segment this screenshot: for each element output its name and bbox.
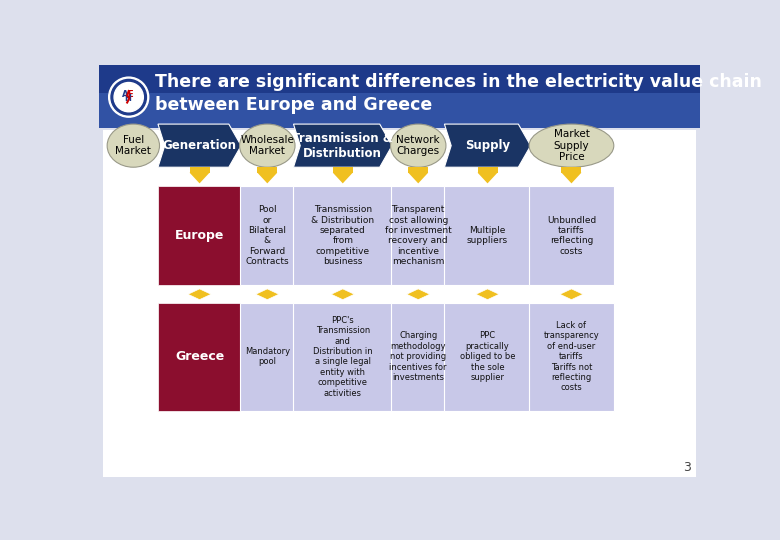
Polygon shape — [562, 173, 581, 184]
FancyBboxPatch shape — [391, 186, 446, 285]
Polygon shape — [445, 124, 530, 167]
FancyBboxPatch shape — [257, 167, 278, 173]
Text: PPC's
Transmission
and
Distribution in
a single legal
entity with
competitive
ac: PPC's Transmission and Distribution in a… — [313, 316, 373, 397]
Polygon shape — [293, 124, 392, 167]
Polygon shape — [560, 289, 583, 300]
Circle shape — [111, 79, 147, 115]
FancyBboxPatch shape — [445, 186, 530, 285]
FancyBboxPatch shape — [391, 303, 446, 410]
Text: There are significant differences in the electricity value chain: There are significant differences in the… — [155, 73, 762, 91]
FancyBboxPatch shape — [99, 65, 700, 128]
FancyBboxPatch shape — [445, 303, 530, 410]
FancyBboxPatch shape — [158, 186, 241, 285]
Polygon shape — [476, 289, 499, 300]
Text: Unbundled
tariffs
reflecting
costs: Unbundled tariffs reflecting costs — [547, 215, 596, 256]
Circle shape — [114, 83, 144, 112]
FancyBboxPatch shape — [158, 303, 241, 410]
FancyBboxPatch shape — [529, 303, 614, 410]
Text: Pool
or
Bilateral
&
Forward
Contracts: Pool or Bilateral & Forward Contracts — [246, 205, 289, 266]
Text: Transmission &
Distribution: Transmission & Distribution — [292, 132, 393, 160]
Ellipse shape — [239, 124, 295, 167]
FancyBboxPatch shape — [408, 167, 428, 173]
Polygon shape — [408, 173, 428, 184]
Text: Multiple
suppliers: Multiple suppliers — [467, 226, 508, 246]
Polygon shape — [257, 173, 278, 184]
Text: PPC
practically
obliged to be
the sole
supplier: PPC practically obliged to be the sole s… — [459, 332, 516, 382]
Polygon shape — [158, 124, 241, 167]
Text: Wholesale
Market: Wholesale Market — [240, 135, 294, 157]
Ellipse shape — [107, 124, 159, 167]
FancyBboxPatch shape — [99, 93, 700, 128]
FancyBboxPatch shape — [239, 303, 295, 410]
Polygon shape — [332, 289, 354, 300]
Text: Market
Supply
Price: Market Supply Price — [554, 129, 590, 162]
Polygon shape — [188, 289, 211, 300]
FancyBboxPatch shape — [293, 186, 392, 285]
FancyBboxPatch shape — [562, 167, 581, 173]
FancyBboxPatch shape — [333, 167, 353, 173]
Ellipse shape — [391, 124, 446, 167]
FancyBboxPatch shape — [99, 65, 700, 481]
Polygon shape — [190, 173, 210, 184]
FancyBboxPatch shape — [477, 167, 498, 173]
Text: A: A — [122, 90, 129, 99]
Text: Europe: Europe — [175, 230, 224, 242]
FancyBboxPatch shape — [103, 130, 697, 477]
Text: Mandatory
pool: Mandatory pool — [245, 347, 290, 366]
Text: between Europe and Greece: between Europe and Greece — [155, 96, 432, 114]
FancyBboxPatch shape — [239, 186, 295, 285]
Text: E: E — [127, 90, 133, 99]
Ellipse shape — [529, 124, 614, 167]
Text: Greece: Greece — [175, 350, 224, 363]
Text: Generation: Generation — [162, 139, 236, 152]
Text: Charging
methodology
not providing
incentives for
investments: Charging methodology not providing incen… — [389, 332, 447, 382]
FancyBboxPatch shape — [293, 303, 392, 410]
Text: 3: 3 — [683, 462, 691, 475]
Text: H: H — [125, 94, 131, 103]
FancyBboxPatch shape — [190, 167, 210, 173]
Polygon shape — [477, 173, 498, 184]
Circle shape — [108, 77, 149, 117]
Text: Lack of
transparency
of end-user
tariffs
Tariffs not
reflecting
costs: Lack of transparency of end-user tariffs… — [544, 321, 599, 393]
Text: Fuel
Market: Fuel Market — [115, 135, 151, 157]
Polygon shape — [333, 173, 353, 184]
Text: Transmission
& Distribution
separated
from
competitive
business: Transmission & Distribution separated fr… — [311, 205, 374, 266]
Text: Network
Charges: Network Charges — [396, 135, 440, 157]
Text: Supply: Supply — [465, 139, 510, 152]
Text: Transparent
cost allowing
for investment
recovery and
incentive
mechanism: Transparent cost allowing for investment… — [385, 205, 452, 266]
Polygon shape — [406, 289, 430, 300]
Polygon shape — [256, 289, 279, 300]
FancyBboxPatch shape — [529, 186, 614, 285]
